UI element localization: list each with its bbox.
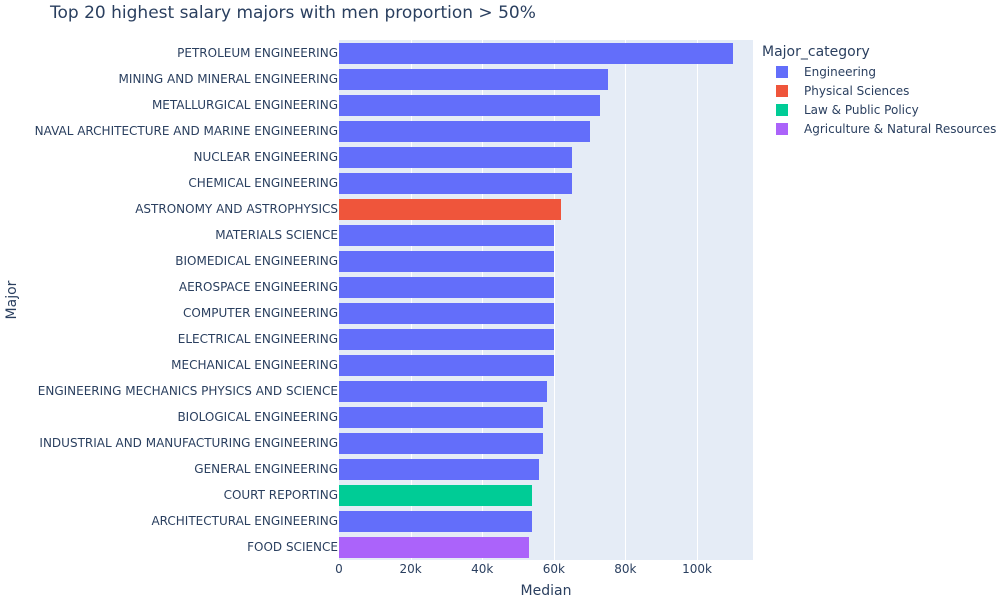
bar[interactable] xyxy=(339,172,572,194)
legend-label: Law & Public Policy xyxy=(804,102,919,117)
legend-swatch-icon xyxy=(776,122,788,135)
y-tick-label: ELECTRICAL ENGINEERING xyxy=(177,332,338,346)
y-tick-label: COMPUTER ENGINEERING xyxy=(183,306,338,320)
bar[interactable] xyxy=(339,68,608,90)
bar[interactable] xyxy=(339,536,529,558)
y-axis-title: Major xyxy=(4,280,20,320)
legend-label: Engineering xyxy=(804,64,876,79)
bar[interactable] xyxy=(339,250,554,272)
bar[interactable] xyxy=(339,406,544,428)
y-tick-label: NUCLEAR ENGINEERING xyxy=(193,150,338,164)
x-axis-title: Median xyxy=(520,583,572,599)
y-tick-label: METALLURGICAL ENGINEERING xyxy=(151,98,338,112)
y-tick-label: NAVAL ARCHITECTURE AND MARINE ENGINEERIN… xyxy=(34,124,338,138)
y-tick-label: MECHANICAL ENGINEERING xyxy=(171,358,338,372)
x-tick-label: 60k xyxy=(542,562,565,576)
bar[interactable] xyxy=(339,198,561,220)
y-tick-label: BIOMEDICAL ENGINEERING xyxy=(175,254,338,268)
y-tick-label: CHEMICAL ENGINEERING xyxy=(188,176,338,190)
plot-area[interactable] xyxy=(339,40,753,560)
legend-label: Agriculture & Natural Resources xyxy=(804,121,997,136)
legend-item[interactable]: Law & Public Policy xyxy=(762,100,996,119)
y-tick-label: ASTRONOMY AND ASTROPHYSICS xyxy=(135,202,338,216)
legend: Major_category Engineering Physical Scien… xyxy=(762,44,996,138)
legend-swatch-icon xyxy=(776,65,788,78)
bar[interactable] xyxy=(339,432,544,454)
bar[interactable] xyxy=(339,458,540,480)
y-tick-label: BIOLOGICAL ENGINEERING xyxy=(177,410,338,424)
x-tick-label: 40k xyxy=(471,562,494,576)
legend-title: Major_category xyxy=(762,44,870,60)
legend-swatch-icon xyxy=(776,103,788,116)
y-tick-label: INDUSTRIAL AND MANUFACTURING ENGINEERING xyxy=(39,436,338,450)
bar[interactable] xyxy=(339,224,554,246)
y-tick-label: FOOD SCIENCE xyxy=(247,540,338,554)
y-tick-label: COURT REPORTING xyxy=(223,488,338,502)
x-tick-label: 0 xyxy=(335,562,343,576)
chart-title: Top 20 highest salary majors with men pr… xyxy=(50,3,536,23)
bar[interactable] xyxy=(339,484,533,506)
y-tick-label: AEROSPACE ENGINEERING xyxy=(178,280,338,294)
bar[interactable] xyxy=(339,302,554,324)
bar[interactable] xyxy=(339,354,554,376)
bar[interactable] xyxy=(339,510,533,532)
gridline xyxy=(482,40,484,560)
gridline xyxy=(625,40,627,560)
y-tick-label: GENERAL ENGINEERING xyxy=(194,462,338,476)
bar[interactable] xyxy=(339,120,590,142)
bar[interactable] xyxy=(339,328,554,350)
x-tick-label: 100k xyxy=(682,562,712,576)
legend-item[interactable]: Engineering xyxy=(762,62,996,81)
legend-item[interactable]: Agriculture & Natural Resources xyxy=(762,119,996,138)
y-tick-label: MINING AND MINERAL ENGINEERING xyxy=(118,72,338,86)
legend-label: Physical Sciences xyxy=(804,83,910,98)
y-tick-label: MATERIALS SCIENCE xyxy=(215,228,338,242)
bar[interactable] xyxy=(339,42,733,64)
bar[interactable] xyxy=(339,380,547,402)
gridline xyxy=(553,40,555,560)
bar[interactable] xyxy=(339,146,572,168)
y-tick-label: ARCHITECTURAL ENGINEERING xyxy=(151,514,338,528)
y-tick-label: ENGINEERING MECHANICS PHYSICS AND SCIENC… xyxy=(37,384,338,398)
x-tick-label: 80k xyxy=(614,562,637,576)
gridline xyxy=(410,40,412,560)
legend-item[interactable]: Physical Sciences xyxy=(762,81,996,100)
gridline xyxy=(697,40,698,560)
bar[interactable] xyxy=(339,94,601,116)
bar[interactable] xyxy=(339,276,554,298)
x-tick-label: 20k xyxy=(399,562,422,576)
legend-swatch-icon xyxy=(776,84,788,97)
y-tick-label: PETROLEUM ENGINEERING xyxy=(177,46,338,60)
